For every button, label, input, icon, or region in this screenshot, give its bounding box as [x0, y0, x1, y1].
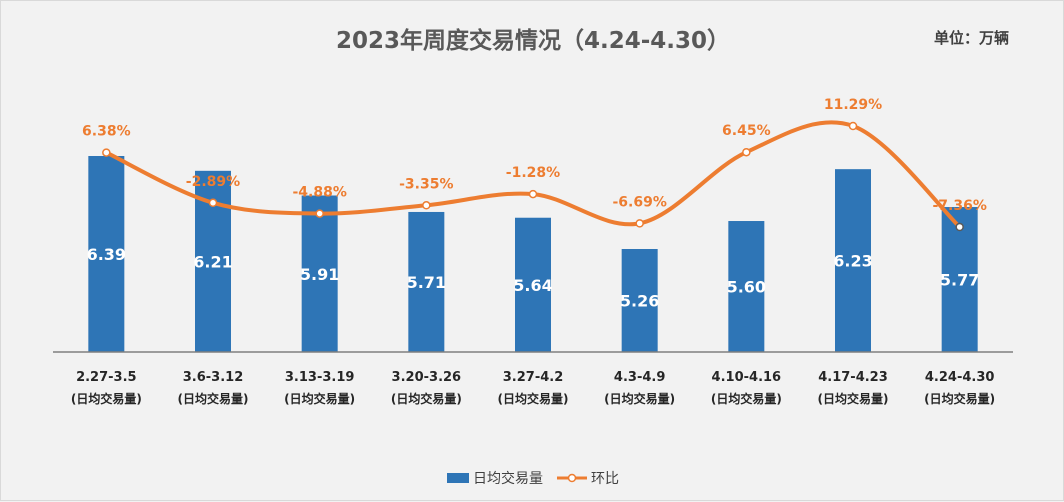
x-tick-sublabel: (日均交易量)	[924, 391, 995, 406]
line-point	[848, 121, 858, 131]
line-point	[102, 148, 111, 157]
bar-3.13-3.19	[301, 195, 338, 352]
bar-value-label: 5.60	[727, 278, 766, 297]
x-tick-sublabel: (日均交易量)	[178, 391, 249, 406]
line-point	[742, 147, 751, 157]
legend-line-label: 环比	[591, 471, 619, 487]
line-point	[315, 209, 324, 218]
pct-label: 11.29%	[824, 97, 882, 113]
x-tick-sublabel: (日均交易量)	[284, 391, 355, 406]
pct-label: -4.88%	[292, 185, 346, 201]
legend-bar-swatch	[447, 473, 469, 483]
x-tick-label: 4.24-4.30	[925, 370, 995, 385]
x-tick-label: 2.27-3.5	[76, 370, 137, 385]
x-tick-sublabel: (日均交易量)	[71, 391, 142, 406]
bar-value-label: 6.39	[87, 245, 126, 264]
pct-label: -6.69%	[612, 194, 666, 210]
legend-item-bar: 日均交易量	[447, 468, 543, 488]
chart-title: 2023年周度交易情况（4.24-4.30）	[335, 28, 731, 54]
legend: 日均交易量 环比	[1, 468, 1064, 488]
unit-label: 单位：万辆	[933, 29, 1009, 47]
x-tick-label: 3.27-4.2	[503, 370, 564, 385]
bar-3.20-3.26	[408, 211, 445, 352]
x-tick-sublabel: (日均交易量)	[711, 391, 782, 406]
line-point	[422, 201, 431, 210]
x-tick-label: 4.10-4.16	[712, 370, 782, 385]
x-tick-sublabel: (日均交易量)	[498, 391, 569, 406]
bar-4.10-4.16	[728, 221, 765, 352]
pct-label: 6.38%	[82, 124, 131, 140]
bar-value-label: 5.77	[940, 271, 979, 290]
pct-label: -7.36%	[932, 198, 986, 214]
line-point	[955, 222, 964, 232]
bar-value-label: 5.71	[407, 273, 446, 292]
legend-item-line: 环比	[557, 468, 619, 488]
x-tick-label: 3.13-3.19	[285, 370, 355, 385]
bar-value-label: 5.91	[300, 265, 339, 284]
x-tick-label: 4.3-4.9	[614, 370, 665, 385]
series-line-环比	[105, 120, 962, 229]
bar-value-label: 6.23	[833, 252, 872, 271]
x-tick-sublabel: (日均交易量)	[391, 391, 462, 406]
pct-label: -3.35%	[399, 176, 453, 192]
x-tick-label: 3.6-3.12	[183, 370, 244, 385]
bar-value-label: 5.26	[620, 292, 659, 311]
bar-value-label: 5.64	[513, 276, 552, 295]
x-tick-sublabel: (日均交易量)	[818, 391, 889, 406]
pct-label: -1.28%	[506, 165, 560, 181]
legend-bar-label: 日均交易量	[473, 471, 543, 487]
line-point	[635, 219, 644, 228]
legend-line-swatch	[557, 473, 587, 483]
x-tick-sublabel: (日均交易量)	[604, 391, 675, 406]
bar-4.17-4.23	[835, 169, 871, 352]
bar-3.27-4.2	[515, 217, 551, 352]
x-tick-label: 4.17-4.23	[818, 370, 888, 385]
pct-label: -2.89%	[186, 174, 240, 190]
line-point	[528, 189, 538, 199]
pct-label: 6.45%	[722, 123, 771, 139]
x-tick-label: 3.20-3.26	[392, 370, 462, 385]
bar-value-label: 6.21	[193, 252, 232, 271]
bar-2.27-3.5	[88, 156, 125, 352]
line-point	[208, 198, 218, 208]
bar-4.3-4.9	[621, 249, 658, 352]
